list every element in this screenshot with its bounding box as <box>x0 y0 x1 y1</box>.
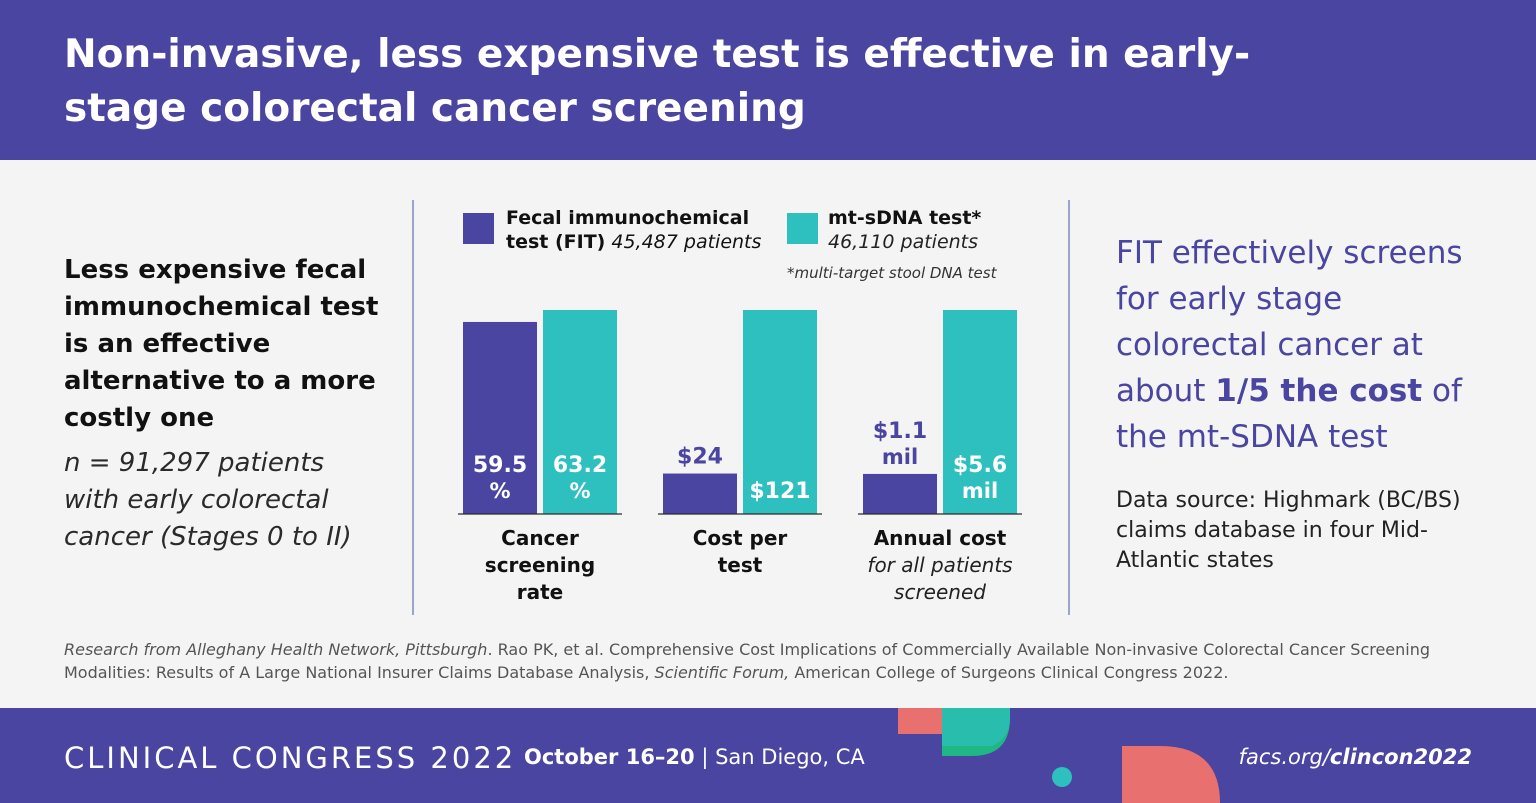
value-label-group1-series1-line2: % <box>489 479 510 503</box>
conclusion-panel: FIT effectively screens for early stage … <box>1116 230 1496 576</box>
deco-coral-block <box>898 708 944 734</box>
conclusion-post: of the mt-SDNA test <box>1116 373 1462 455</box>
citation: Research from Alleghany Health Network, … <box>64 638 1474 684</box>
bar-group1-series1 <box>463 321 537 514</box>
footer-banner: CLINICAL CONGRESS 2022 October 16–20 | S… <box>0 708 1536 803</box>
event-dates-location: October 16–20 | San Diego, CA <box>524 745 865 769</box>
category-labels: Cancer screening rate Cost per test Annual co… <box>485 526 1013 604</box>
summary-headline: Less expensive fecal immunochemical test… <box>64 255 379 433</box>
citation-org: Research from Alleghany Health Network, … <box>64 640 488 659</box>
value-label-group2-series2: $121 <box>749 479 810 504</box>
comparison-bar-chart: Fecal immunochemical test (FIT) 45,487 pat… <box>458 207 1022 604</box>
value-label-group3-series2-line1: $5.6 <box>953 453 1007 478</box>
legend-dna-swatch <box>787 213 818 244</box>
header-banner: Non-invasive, less expensive test is eff… <box>0 0 1536 160</box>
value-label-group1-series2-line1: 63.2 <box>553 453 607 478</box>
bar-group3-series2 <box>943 310 1017 514</box>
event-separator: | <box>694 745 716 769</box>
citation-forum: Scientific Forum, <box>654 663 790 682</box>
category-label-group1-line2: screening <box>485 553 595 577</box>
conclusion-pre: FIT effectively screens for early stage … <box>1116 235 1463 409</box>
website-link[interactable]: facs.org/clincon2022 <box>1239 745 1472 769</box>
category-label-group1-line1: Cancer <box>501 526 579 550</box>
category-label-group2-line1: Cost per <box>693 526 788 550</box>
legend-fit-swatch <box>463 213 494 244</box>
deco-teal-overlay <box>942 708 1010 746</box>
legend-fit-name-line1: Fecal immunochemical <box>506 207 749 229</box>
citation-text-1: . Rao PK, et al. Comprehensive Cost Impl… <box>64 640 1431 682</box>
conclusion-headline: FIT effectively screens for early stage … <box>1116 230 1496 460</box>
category-sublabel-group3-line2: screened <box>894 580 986 604</box>
category-sublabel-group3-line1: for all patients <box>867 553 1012 577</box>
website-path: clincon2022 <box>1329 745 1472 769</box>
event-location: San Diego, CA <box>715 745 865 769</box>
value-label-group1-series2-line2: % <box>569 479 590 503</box>
bar-group2-series2 <box>743 310 817 514</box>
deco-teal-dot <box>1052 767 1072 787</box>
event-dates: October 16–20 <box>524 745 695 769</box>
legend-dna-name: mt-sDNA test* <box>828 207 981 229</box>
bar-group3-series1 <box>863 473 937 514</box>
legend-footnote: *multi-target stool DNA test <box>787 264 998 282</box>
value-label-group3-series1-line2: mil <box>882 445 918 469</box>
legend-dna-patients: 46,110 patients <box>828 231 978 253</box>
deco-coral-arc <box>1122 746 1220 803</box>
citation-text-2: American College of Surgeons Clinical Co… <box>789 663 1229 682</box>
summary-panel: Less expensive fecal immunochemical test… <box>64 252 384 556</box>
legend-fit-patients: 45,487 patients <box>611 231 761 253</box>
page-title: Non-invasive, less expensive test is eff… <box>64 32 1251 131</box>
value-label-group3-series2-line2: mil <box>962 479 998 503</box>
value-label-group1-series1-line1: 59.5 <box>473 453 527 478</box>
category-label-group3-line1: Annual cost <box>874 526 1007 550</box>
conclusion-emphasis: 1/5 the cost <box>1215 373 1423 409</box>
right-divider <box>1068 200 1070 615</box>
value-label-group2-series1: $24 <box>677 445 723 470</box>
website-domain: facs.org/ <box>1238 745 1330 769</box>
legend-fit-name: Fecal immunochemical test (FIT) 45,487 pat… <box>506 207 761 253</box>
value-label-group3-series1-line1: $1.1 <box>873 419 927 444</box>
congress-name: CLINICAL CONGRESS 2022 <box>64 741 517 775</box>
category-label-group2-line2: test <box>718 553 763 577</box>
data-source: Data source: Highmark (BC/BS) claims dat… <box>1116 488 1461 573</box>
legend-fit-name-line2: test (FIT) <box>506 231 605 253</box>
summary-patient-count: n = 91,297 patients with early colorecta… <box>64 448 352 552</box>
bar-group1-series2 <box>543 310 617 514</box>
decorative-shapes <box>898 708 1220 803</box>
left-divider <box>412 200 414 615</box>
category-label-group1-line3: rate <box>517 580 563 604</box>
chart-legend: Fecal immunochemical test (FIT) 45,487 pat… <box>463 207 998 282</box>
bar-group2-series1 <box>663 473 737 514</box>
